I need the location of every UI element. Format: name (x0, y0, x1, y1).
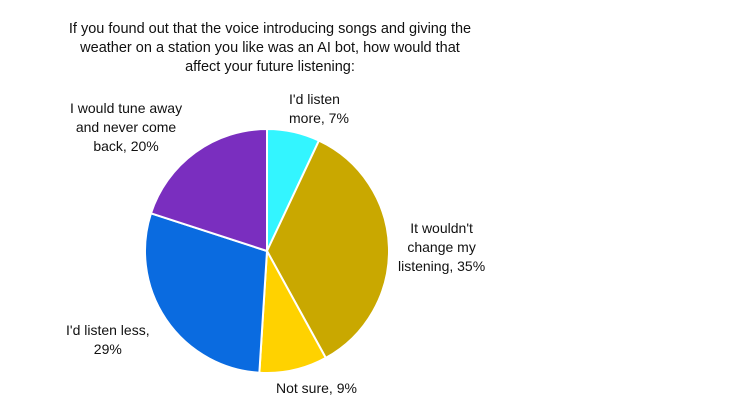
slice-label-line: more, 7% (289, 110, 349, 126)
pie-slice-tune-away (149, 128, 268, 252)
pie-slice-no-change (266, 139, 390, 359)
chart-title-line: weather on a station you like was an AI … (80, 40, 460, 56)
slice-label-no-change: It wouldn't change my listening, 35% (398, 219, 485, 276)
slice-label-line: Not sure, 9% (276, 380, 357, 396)
chart-title-line: If you found out that the voice introduc… (68, 21, 472, 37)
chart-title: If you found out that the voice introduc… (20, 20, 520, 77)
slice-label-line: I'd listen less, (66, 322, 150, 338)
slice-label-listen-more: I'd listen more, 7% (289, 90, 349, 128)
slice-label-line: It wouldn't (410, 220, 473, 236)
slice-label-line: and never come (75, 119, 177, 135)
slice-label-line: 29% (93, 341, 122, 357)
slice-label-line: change my (407, 239, 476, 255)
slice-label-tune-away: I would tune away and never come back, 20% (70, 99, 182, 156)
slice-label-line: I'd listen (289, 91, 340, 107)
slice-label-line: I would tune away (70, 100, 183, 116)
slice-label-line: back, 20% (93, 138, 159, 154)
pie-slice-listen-less (144, 212, 268, 374)
slice-label-listen-less: I'd listen less, 29% (66, 321, 150, 359)
chart-title-line: affect your future listening: (185, 59, 355, 75)
slice-label-not-sure: Not sure, 9% (276, 379, 357, 398)
slice-label-line: listening, 35% (398, 258, 486, 274)
